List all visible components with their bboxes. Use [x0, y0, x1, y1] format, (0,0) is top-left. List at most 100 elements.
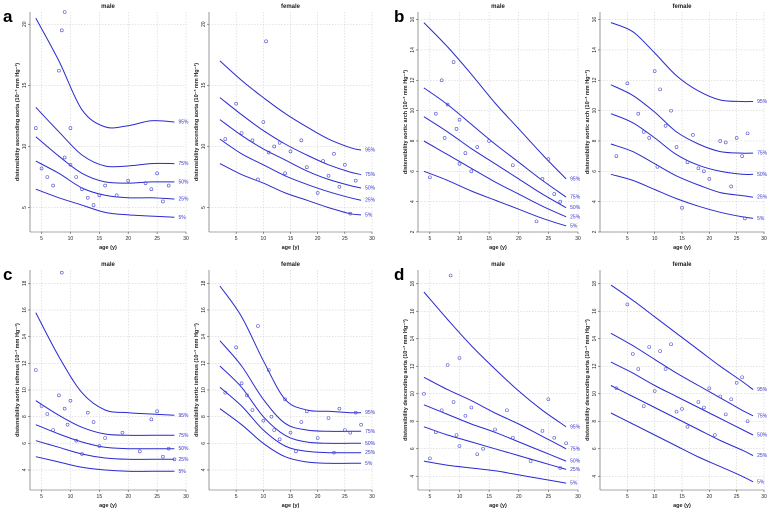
data-point [80, 452, 84, 456]
x-tick-label: 25 [546, 236, 552, 242]
data-point [641, 404, 646, 408]
percentile-label: 5% [757, 216, 765, 222]
data-point [630, 352, 635, 356]
percentile-label: 95% [365, 410, 376, 416]
percentile-label: 5% [178, 469, 186, 475]
chart-panel-6: female 5 10 15 20 25 30 4 6 8 10 12 14 16 18 age (y) dis… [193, 262, 376, 509]
y-tick-label: 6 [592, 170, 598, 173]
percentile-label: 25% [757, 453, 768, 459]
y-tick-label: 4 [22, 468, 28, 471]
data-point [712, 433, 717, 437]
x-tick-label: 15 [288, 494, 294, 500]
percentile-curve-50 [423, 116, 567, 209]
data-point [745, 131, 750, 136]
y-tick-label: 16 [201, 307, 207, 313]
data-point [655, 164, 660, 169]
data-point [493, 427, 497, 432]
percentile-curve-50 [35, 424, 175, 450]
data-point [261, 418, 266, 423]
y-tick-label: 4 [201, 468, 207, 471]
data-point [266, 368, 271, 372]
data-point [457, 117, 462, 122]
x-tick-label: 15 [486, 494, 492, 500]
x-tick-label: 15 [97, 494, 103, 500]
data-point [68, 398, 73, 403]
y-tick-label: 15 [201, 82, 207, 88]
x-tick-label: 30 [183, 494, 189, 500]
x-tick-label: 20 [125, 236, 131, 242]
percentile-label: 75% [178, 161, 189, 167]
data-point [261, 120, 266, 124]
data-point [299, 138, 304, 143]
data-point [256, 324, 260, 328]
y-tick-label: 4 [592, 475, 598, 478]
chart-title: male [491, 262, 505, 268]
y-tick-label: 14 [22, 334, 28, 340]
data-point [433, 430, 438, 435]
data-point [669, 108, 673, 113]
data-point [743, 216, 747, 221]
data-point [332, 151, 336, 156]
data-point [172, 457, 177, 462]
data-point [234, 345, 238, 350]
data-point [745, 419, 750, 424]
data-point [294, 449, 298, 454]
data-point [674, 145, 679, 149]
x-tick-label: 20 [516, 494, 522, 500]
percentile-label: 25% [570, 214, 581, 220]
percentile-label: 75% [178, 433, 189, 439]
chart-panel-7: d male 5 10 15 20 25 30 4 6 8 10 12 14 16 18 age (y) dist… [394, 262, 581, 509]
x-tick-label: 30 [369, 494, 375, 500]
data-point [45, 175, 50, 179]
data-point [85, 410, 90, 415]
y-tick-label: 14 [201, 334, 207, 340]
y-tick-label: 5 [201, 206, 207, 209]
data-point [166, 446, 171, 451]
data-point [534, 219, 539, 224]
data-point [59, 270, 64, 275]
y-tick-label: 14 [592, 47, 598, 53]
y-tick-label: 8 [592, 420, 598, 423]
data-point [359, 422, 363, 427]
x-tick-label: 25 [342, 236, 348, 242]
data-point [91, 203, 96, 207]
data-point [85, 195, 90, 200]
percentile-curve-75 [219, 340, 362, 432]
data-point [647, 345, 652, 349]
chart-title: female [672, 262, 692, 268]
y-tick-label: 4 [410, 200, 416, 203]
percentile-curve-50 [610, 361, 754, 436]
data-point [51, 183, 55, 188]
percentile-curve-25 [423, 426, 567, 470]
data-point [57, 68, 61, 73]
data-point [161, 199, 165, 204]
y-tick-label: 8 [592, 139, 598, 142]
y-tick-label: 10 [410, 108, 416, 114]
data-point [723, 412, 728, 417]
x-tick-label: 5 [428, 494, 431, 500]
y-tick-label: 10 [592, 108, 598, 114]
percentile-curve-75 [219, 97, 362, 176]
data-point [326, 416, 331, 420]
data-point [239, 131, 244, 135]
y-axis-label: distensibility ascending aorta (10⁻³ mm … [193, 63, 200, 181]
chart-panel-4: female 5 10 15 20 25 30 2 4 6 8 10 12 14 16 age (y) dist… [584, 4, 768, 251]
percentile-label: 5% [570, 481, 578, 487]
data-point [288, 430, 293, 435]
data-point [707, 386, 712, 391]
percentile-curve-5 [35, 456, 175, 472]
x-tick-label: 20 [125, 494, 131, 500]
data-point [326, 173, 331, 178]
data-point [223, 390, 228, 395]
data-point [454, 127, 459, 131]
x-tick-label: 10 [261, 494, 267, 500]
data-point [463, 413, 468, 418]
x-tick-label: 20 [707, 494, 713, 500]
percentile-label: 50% [570, 205, 581, 211]
chart-title: male [491, 4, 505, 10]
percentile-label: 5% [570, 223, 578, 229]
data-point [250, 138, 255, 143]
data-point [266, 150, 271, 155]
data-point [45, 412, 50, 416]
y-tick-label: 10 [22, 143, 28, 149]
